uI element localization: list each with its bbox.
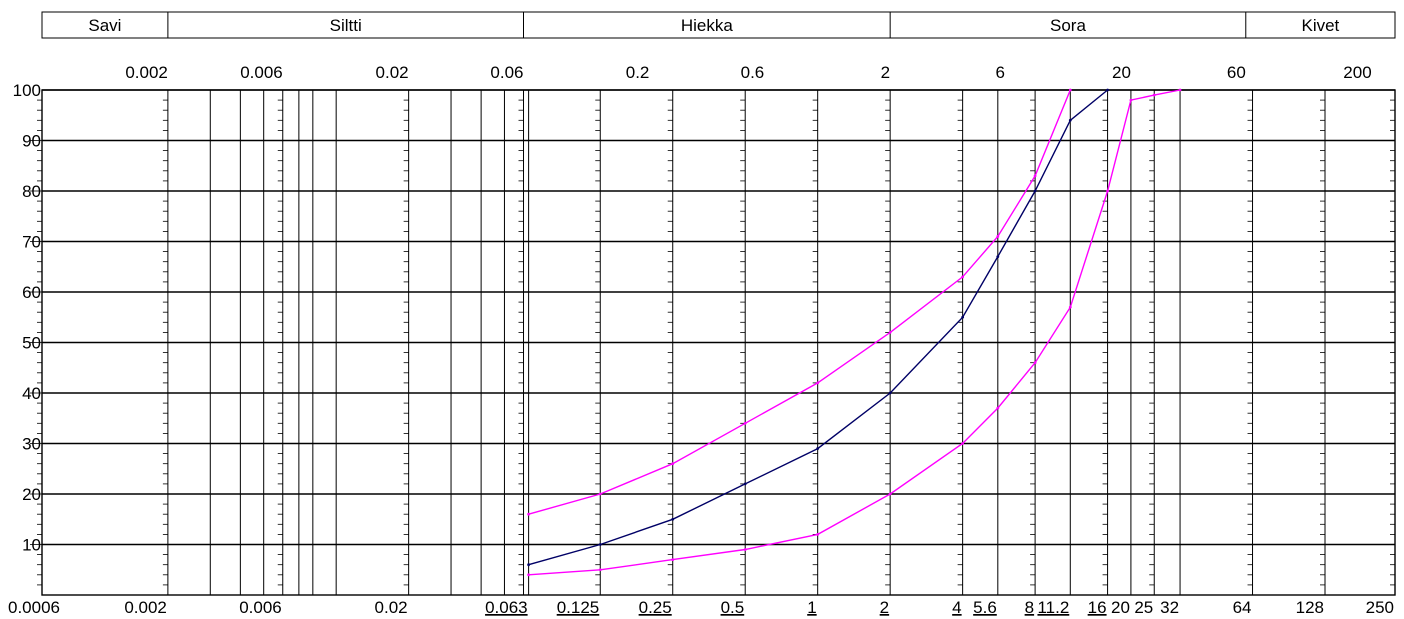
top-tick-label: 60 bbox=[1227, 63, 1246, 82]
top-tick-label: 0.2 bbox=[626, 63, 650, 82]
bottom-tick-label: 0.5 bbox=[721, 598, 745, 617]
y-tick-label: 70 bbox=[22, 233, 41, 252]
top-tick-label: 20 bbox=[1112, 63, 1131, 82]
top-tick-label: 6 bbox=[996, 63, 1005, 82]
top-tick-label: 0.002 bbox=[125, 63, 168, 82]
plot-border bbox=[41, 89, 1396, 596]
soil-class-label: Sora bbox=[1050, 16, 1086, 35]
y-tick-label: 50 bbox=[22, 334, 41, 353]
top-tick-label: 0.06 bbox=[490, 63, 523, 82]
bottom-axis-ticks: 0.0006 0.002 0.006 0.02 0.063 0.125 0.25 0.5 1 2 4… bbox=[8, 598, 1394, 617]
series-group bbox=[527, 88, 1182, 577]
series-point bbox=[743, 548, 747, 551]
series-point bbox=[888, 331, 892, 334]
soil-class-label: Hiekka bbox=[681, 16, 734, 35]
bottom-tick-label: 0.0006 bbox=[8, 598, 60, 617]
series-point bbox=[1129, 98, 1133, 102]
bottom-tick-label: 2 bbox=[880, 598, 889, 617]
series-point bbox=[598, 568, 602, 572]
series-point bbox=[743, 421, 747, 425]
series-point bbox=[961, 315, 965, 319]
y-tick-label: 10 bbox=[22, 536, 41, 555]
series-point bbox=[1033, 361, 1037, 365]
series-point bbox=[996, 255, 1000, 259]
series-point bbox=[598, 492, 602, 496]
series-point bbox=[598, 543, 602, 546]
top-tick-label: 2 bbox=[881, 63, 890, 82]
bottom-tick-label: 128 bbox=[1296, 598, 1324, 617]
series-point bbox=[1068, 118, 1072, 122]
series-point bbox=[888, 391, 892, 395]
series-point bbox=[816, 447, 820, 450]
soil-class-label: Kivet bbox=[1301, 16, 1339, 35]
series-point bbox=[816, 533, 820, 536]
series-point bbox=[888, 492, 892, 496]
top-axis-ticks: 0.002 0.006 0.02 0.06 0.2 0.6 2 6 20 60 200 bbox=[125, 63, 1371, 82]
bottom-tick-label: 0.063 bbox=[485, 598, 528, 617]
series-point bbox=[1033, 174, 1037, 178]
soil-class-label: Savi bbox=[88, 16, 121, 35]
bottom-tick-label: 20 bbox=[1111, 598, 1130, 617]
bottom-tick-label: 25 bbox=[1134, 598, 1153, 617]
series-point bbox=[1152, 93, 1156, 97]
top-tick-label: 0.6 bbox=[741, 63, 765, 82]
y-tick-label: 100 bbox=[13, 81, 41, 100]
top-tick-label: 0.006 bbox=[240, 63, 283, 82]
bottom-tick-label: 8 bbox=[1025, 598, 1034, 617]
bottom-tick-label: 64 bbox=[1233, 598, 1252, 617]
series-point bbox=[961, 442, 965, 445]
bottom-tick-label: 32 bbox=[1160, 598, 1179, 617]
series-point bbox=[1033, 189, 1037, 193]
series-point bbox=[671, 517, 675, 521]
bottom-tick-label: 0.02 bbox=[375, 598, 408, 617]
y-tick-label: 30 bbox=[22, 435, 41, 454]
series-point bbox=[996, 235, 1000, 238]
bottom-tick-label: 4 bbox=[952, 598, 961, 617]
series-point bbox=[527, 563, 531, 567]
series-point bbox=[996, 406, 1000, 410]
bottom-tick-label: 250 bbox=[1366, 598, 1394, 617]
series-point bbox=[527, 512, 531, 516]
y-tick-label: 80 bbox=[22, 182, 41, 201]
series-line-3 bbox=[528, 89, 1181, 576]
series-point bbox=[671, 462, 675, 466]
series-point bbox=[527, 573, 531, 577]
grid-lines bbox=[30, 89, 1396, 596]
series-point bbox=[1106, 189, 1109, 193]
y-axis-ticks: 100 90 80 70 60 50 40 30 20 10 bbox=[13, 81, 41, 555]
y-tick-label: 20 bbox=[22, 485, 41, 504]
y-tick-label: 40 bbox=[22, 384, 41, 403]
bottom-tick-label: 0.006 bbox=[239, 598, 282, 617]
series-point bbox=[743, 482, 747, 486]
bottom-tick-label: 0.125 bbox=[557, 598, 600, 617]
soil-class-header: Savi Siltti Hiekka Sora Kivet bbox=[41, 11, 1396, 39]
y-tick-label: 90 bbox=[22, 132, 41, 151]
bottom-tick-label: 16 bbox=[1088, 598, 1107, 617]
bottom-tick-label: 0.002 bbox=[124, 598, 167, 617]
series-point bbox=[1106, 88, 1109, 92]
series-point bbox=[671, 558, 675, 562]
class-header-frame bbox=[41, 11, 1396, 39]
bottom-tick-label: 11.2 bbox=[1037, 598, 1069, 617]
top-tick-label: 0.02 bbox=[376, 63, 409, 82]
series-point bbox=[1178, 88, 1182, 92]
bottom-tick-label: 1 bbox=[807, 598, 816, 617]
bottom-tick-label: 0.25 bbox=[639, 598, 672, 617]
soil-class-label: Siltti bbox=[330, 16, 362, 35]
bottom-tick-label: 5.6 bbox=[973, 598, 997, 617]
series-line-1 bbox=[528, 89, 1071, 515]
series-point bbox=[961, 275, 965, 279]
series-point bbox=[1068, 305, 1072, 309]
series-point bbox=[816, 381, 820, 385]
series-point bbox=[1068, 88, 1072, 92]
y-tick-label: 60 bbox=[22, 283, 41, 302]
top-tick-label: 200 bbox=[1343, 63, 1371, 82]
